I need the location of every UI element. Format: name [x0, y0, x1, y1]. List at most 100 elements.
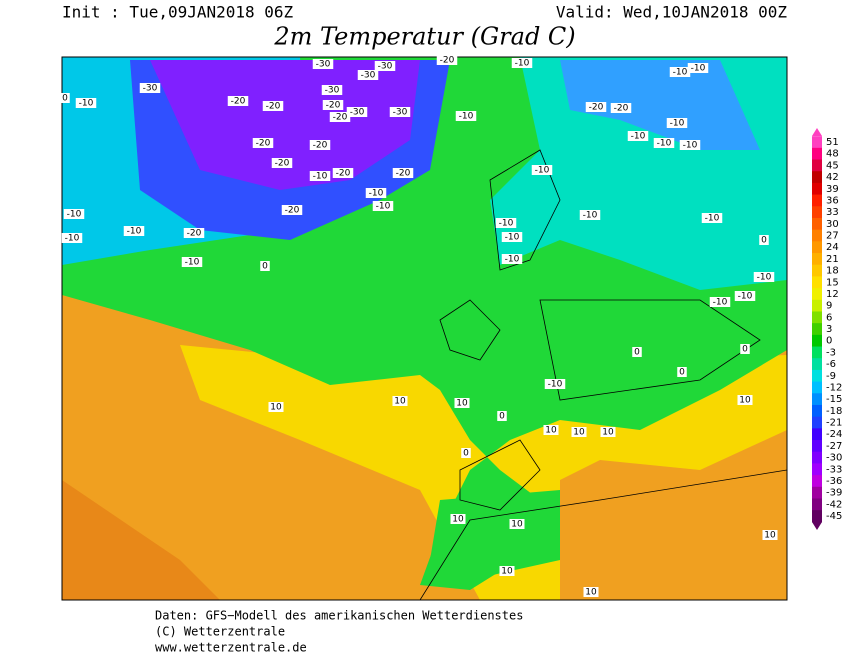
init-time: Init : Tue,09JAN2018 06Z — [62, 3, 294, 22]
label-box — [262, 101, 284, 111]
contour-label: -20 — [256, 139, 271, 149]
label-box — [653, 138, 675, 148]
contour-label: -10 — [127, 227, 142, 237]
colorbar-label: -30 — [826, 453, 842, 464]
contour-label: -10 — [535, 166, 550, 176]
label-box — [709, 297, 731, 307]
colorbar-label: 12 — [826, 289, 839, 300]
colorbar-swatch — [812, 440, 822, 453]
colorbar-swatch — [812, 346, 822, 359]
label-box — [75, 98, 97, 108]
colorbar-swatch — [812, 194, 822, 207]
contour-label: -10 — [738, 292, 753, 302]
colorbar-swatch — [812, 147, 822, 161]
colorbar: 51484542393633302724211815129630-3-6-9-1… — [812, 128, 842, 530]
label-box — [392, 168, 414, 178]
colorbar-label: -21 — [826, 418, 842, 429]
label-box — [501, 232, 523, 242]
colorbar-swatch — [812, 171, 822, 184]
contour-label: 0 — [62, 94, 68, 104]
label-box — [571, 427, 587, 437]
label-box — [753, 272, 775, 282]
contour-label: -20 — [326, 101, 341, 111]
colorbar-swatch — [812, 253, 822, 266]
contour-label: -10 — [499, 219, 514, 229]
colorbar-label: 18 — [826, 266, 839, 277]
contour-label: 10 — [452, 515, 464, 525]
colorbar-label: 51 — [826, 137, 839, 148]
label-box — [734, 291, 756, 301]
contour-label: -30 — [143, 84, 158, 94]
colorbar-label: -6 — [826, 359, 836, 370]
contour-label: -30 — [325, 86, 340, 96]
colorbar-swatch — [812, 381, 822, 394]
label-box — [271, 158, 293, 168]
contour-label: 10 — [739, 396, 751, 406]
contour-label: -30 — [378, 62, 393, 72]
contour-label: -10 — [683, 141, 698, 151]
map: -30 -30-30 -30-30-30-30-20 -20 -20-20-20-20-… — [60, 55, 788, 601]
label-box — [309, 171, 331, 181]
label-box — [392, 396, 408, 406]
contour-label: -20 — [275, 159, 290, 169]
colorbar-label: -42 — [826, 499, 842, 510]
colorbar-swatch — [812, 182, 822, 196]
contour-label: 0 — [761, 236, 767, 246]
label-box — [579, 210, 601, 220]
contour-label: -30 — [350, 108, 365, 118]
label-box — [632, 347, 642, 357]
label-box — [543, 425, 559, 435]
contour-label: 0 — [499, 412, 505, 422]
contour-label: -20 — [187, 229, 202, 239]
label-box — [123, 226, 145, 236]
label-box — [583, 587, 599, 597]
label-box — [455, 111, 477, 121]
contour-label: -10 — [673, 68, 688, 78]
colorbar-label: -33 — [826, 464, 842, 475]
colorbar-label: 6 — [826, 312, 832, 323]
contour-label: -10 — [705, 214, 720, 224]
contour-label: -10 — [691, 64, 706, 74]
cool-region — [430, 490, 560, 580]
contour-label: -20 — [396, 169, 411, 179]
contour-label: 10 — [270, 403, 282, 413]
colorbar-label: 42 — [826, 172, 839, 183]
colorbar-label: -39 — [826, 488, 842, 499]
label-box — [312, 59, 334, 69]
frigid-region — [150, 60, 420, 190]
contour-label: -20 — [336, 169, 351, 179]
label-box — [737, 395, 753, 405]
colorbar-label: 24 — [826, 242, 839, 253]
colorbar-label: -27 — [826, 441, 842, 452]
colorbar-swatch — [812, 416, 822, 429]
label-box — [497, 411, 507, 421]
label-box — [762, 530, 778, 540]
label-box — [511, 58, 533, 68]
label-box — [499, 566, 515, 576]
label-box — [669, 67, 691, 77]
colorbar-label: 33 — [826, 207, 839, 218]
colorbar-label: -18 — [826, 406, 842, 417]
label-box — [544, 379, 566, 389]
source: Daten: GFS−Modell des amerikanischen Wet… — [155, 609, 523, 623]
contour-label: 10 — [764, 531, 776, 541]
contour-label: -10 — [757, 273, 772, 283]
colorbar-swatch — [812, 451, 822, 464]
colorbar-swatch — [812, 369, 822, 383]
colorbar-label: 3 — [826, 324, 832, 335]
contour-label: -20 — [231, 97, 246, 107]
contour-label: -20 — [589, 103, 604, 113]
colorbar-swatch — [812, 241, 822, 254]
colorbar-swatch — [812, 299, 822, 312]
label-box — [374, 61, 396, 71]
contour-label: -20 — [313, 141, 328, 151]
contour-label: 0 — [742, 345, 748, 355]
label-box — [531, 165, 553, 175]
label-box — [495, 218, 517, 228]
label-box — [679, 140, 701, 150]
contour-label: -10 — [670, 119, 685, 129]
label-box — [281, 205, 303, 215]
colorbar-swatch — [812, 428, 822, 441]
colorbar-swatch — [812, 229, 822, 242]
